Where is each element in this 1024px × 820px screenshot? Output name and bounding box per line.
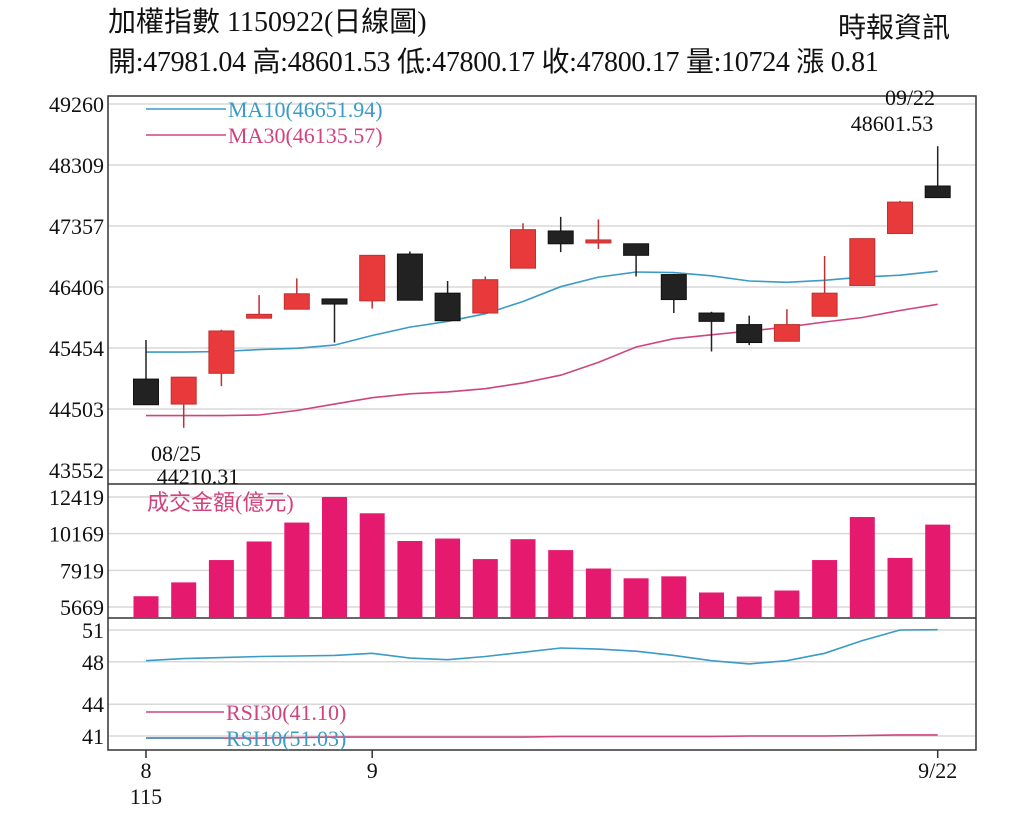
price-tick-label: 47357 <box>49 214 104 239</box>
low-value-label: 44210.31 <box>157 464 240 489</box>
volume-bar <box>661 576 687 618</box>
x-tick-label: 9 <box>367 758 378 783</box>
chart-frame <box>107 95 977 751</box>
ma30-line <box>146 303 938 417</box>
volume-bar <box>208 560 234 618</box>
volume-bar <box>284 522 310 618</box>
candle-body <box>434 292 461 322</box>
candle-body <box>472 279 499 314</box>
volume-bar <box>246 541 272 618</box>
candle-body <box>321 298 348 305</box>
volume-bar <box>623 578 649 618</box>
volume-bar <box>736 596 762 618</box>
candle-body <box>133 378 159 406</box>
ma10-legend-label: MA10(46651.94) <box>228 97 383 122</box>
candle-body <box>396 253 423 301</box>
volume-bar <box>133 596 159 618</box>
high-value-label: 48601.53 <box>851 111 934 136</box>
volume-tick-label: 10169 <box>49 522 104 547</box>
candle-body <box>283 293 310 310</box>
year-label: 115 <box>130 784 162 809</box>
candle-body <box>623 243 650 256</box>
candle-body <box>698 312 725 322</box>
volume-bar <box>322 497 347 618</box>
volume-bar <box>849 517 875 618</box>
volume-bar <box>171 582 197 618</box>
volume-bar <box>699 592 724 618</box>
candle-body <box>359 254 386 302</box>
candle-body <box>170 376 197 405</box>
volume-bar <box>774 590 800 618</box>
x-tick-label: 8 <box>141 758 152 783</box>
rsi-tick-label: 48 <box>82 650 104 675</box>
price-tick-label: 49260 <box>49 92 104 117</box>
ohlc-quote-line: 開:47981.04 高:48601.53 低:47800.17 收:47800… <box>108 47 879 78</box>
volume-bar <box>925 524 951 618</box>
rsi10-line <box>145 628 938 665</box>
volume-bar <box>887 557 913 618</box>
rsi30-line <box>146 734 938 739</box>
ma10-line <box>146 270 938 353</box>
rsi30-legend-label: RSI30(41.10) <box>226 700 346 725</box>
candle-body <box>736 324 763 344</box>
volume-bar <box>812 560 838 618</box>
volume-bar <box>585 568 611 618</box>
candle-body <box>585 239 612 244</box>
high-date-label: 09/22 <box>885 85 935 110</box>
price-tick-label: 46406 <box>49 275 104 300</box>
candle-body <box>849 238 876 286</box>
price-tick-label: 44503 <box>49 397 104 422</box>
candle-body <box>660 274 687 301</box>
volume-tick-label: 12419 <box>49 485 104 510</box>
candle-body <box>246 313 273 319</box>
ma30-legend-label: MA30(46135.57) <box>228 123 383 148</box>
rsi10-legend-label: RSI10(51.03) <box>226 726 346 751</box>
volume-bar <box>359 513 385 618</box>
volume-tick-label: 5669 <box>60 595 104 620</box>
price-tick-label: 45454 <box>49 336 104 361</box>
candle-body <box>510 229 536 269</box>
candle-body <box>924 185 951 199</box>
rsi-tick-label: 51 <box>82 618 104 643</box>
volume-bar <box>472 559 498 618</box>
rsi-tick-label: 44 <box>82 692 104 717</box>
candle-body <box>208 330 235 374</box>
candle-body <box>811 292 838 317</box>
price-tick-label: 43552 <box>49 458 104 483</box>
volume-bar <box>397 540 423 618</box>
candle-body <box>547 230 574 245</box>
price-tick-label: 48309 <box>49 153 104 178</box>
low-date-label: 08/25 <box>151 441 201 466</box>
candle-body <box>773 324 800 342</box>
volume-panel-label: 成交金額(億元) <box>147 490 294 515</box>
volume-bar <box>435 538 461 618</box>
x-tick-label: 9/22 <box>918 758 957 783</box>
volume-tick-label: 7919 <box>60 558 104 583</box>
rsi-tick-label: 41 <box>82 724 104 749</box>
volume-bar <box>548 550 574 618</box>
chart-title: 加權指數 1150922(日線圖) <box>108 7 427 38</box>
volume-bar <box>510 539 536 618</box>
data-source-label: 時報資訊 <box>838 13 951 44</box>
candle-body <box>887 201 913 235</box>
